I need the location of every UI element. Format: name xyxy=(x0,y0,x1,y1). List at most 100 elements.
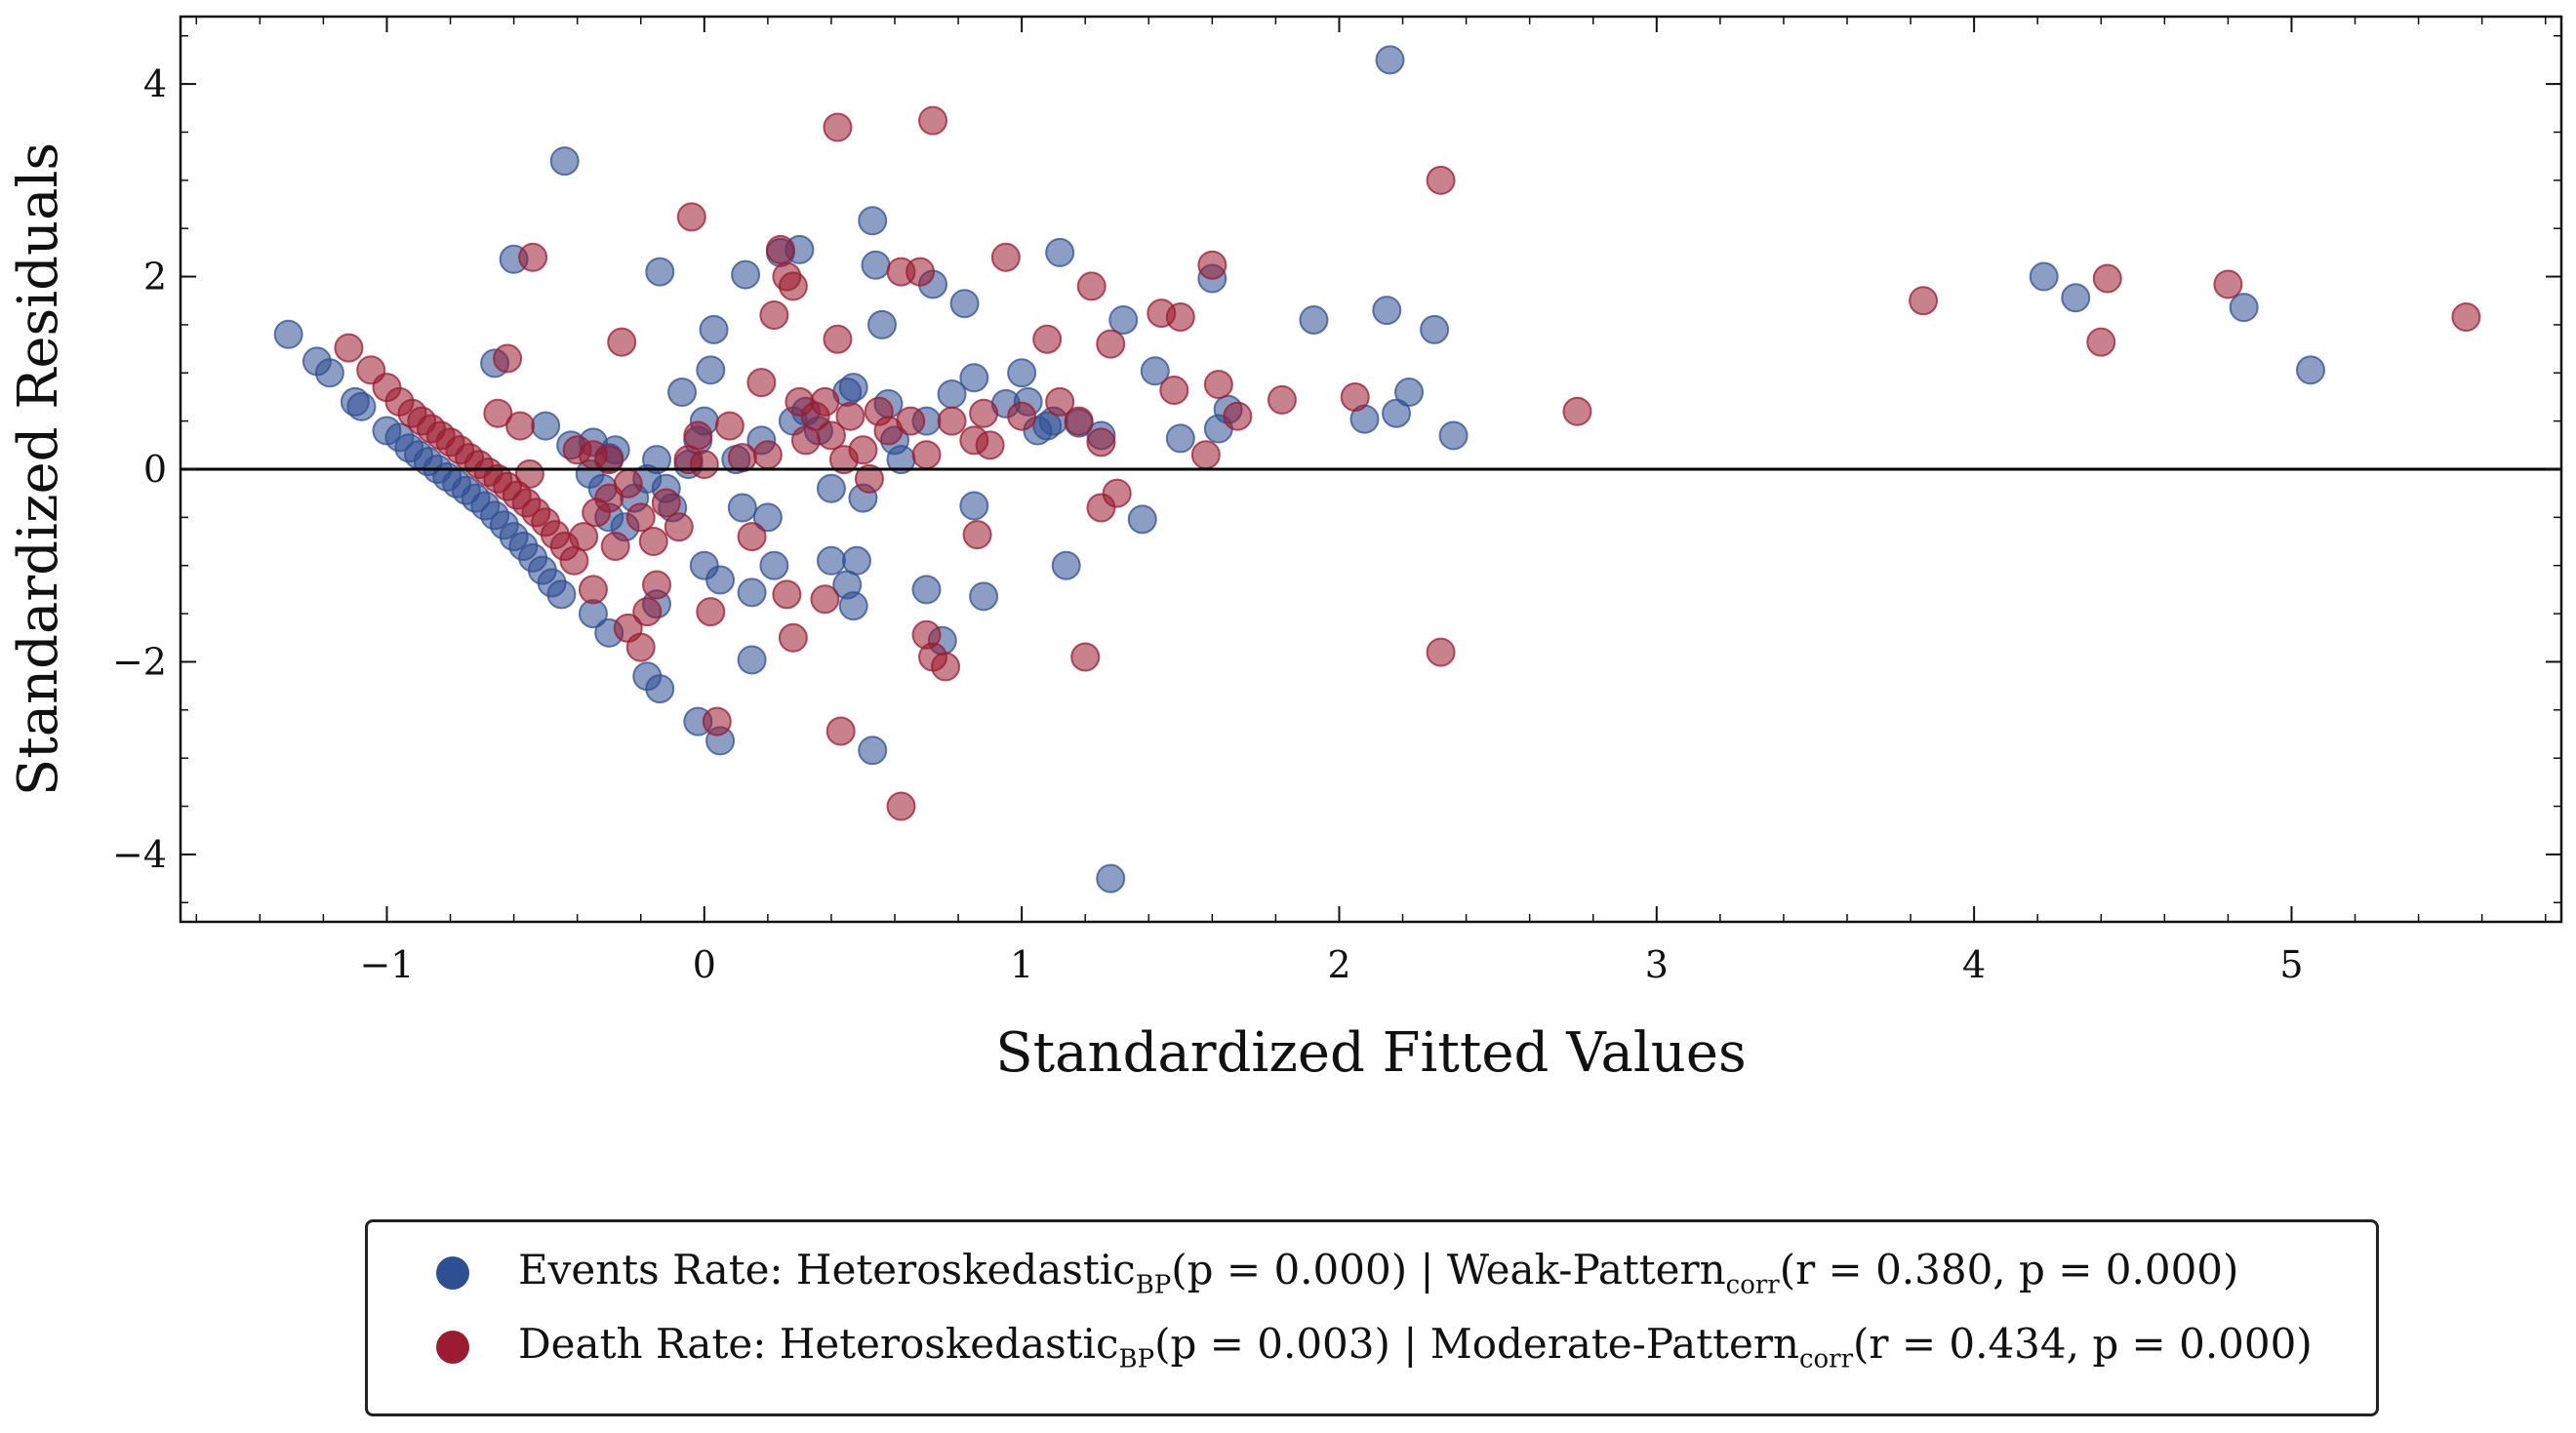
data-point xyxy=(1375,45,1405,75)
data-point xyxy=(969,581,999,612)
data-point xyxy=(2029,261,2059,292)
data-point xyxy=(962,520,992,550)
data-point xyxy=(816,473,846,503)
data-point xyxy=(906,257,936,287)
data-point xyxy=(569,522,599,552)
data-point xyxy=(848,435,878,465)
data-point xyxy=(696,355,726,385)
legend-label-events-rate: Events Rate: HeteroskedasticBP(p = 0.000… xyxy=(518,1246,2239,1300)
data-point xyxy=(2295,355,2325,385)
x-tick-label: 1 xyxy=(1010,943,1033,986)
data-point xyxy=(667,378,698,408)
data-point xyxy=(594,445,624,475)
data-point xyxy=(959,363,989,393)
data-point xyxy=(549,146,580,177)
data-point xyxy=(727,493,757,523)
data-point xyxy=(949,289,980,319)
data-point xyxy=(334,333,364,363)
y-tick-label: 0 xyxy=(143,448,167,491)
data-point xyxy=(727,443,757,473)
data-point xyxy=(2092,263,2122,294)
data-point xyxy=(1299,304,1329,335)
data-point xyxy=(483,398,513,428)
legend-marker-events-rate xyxy=(436,1256,469,1290)
data-point xyxy=(1096,863,1126,894)
data-point xyxy=(816,545,846,576)
data-point xyxy=(752,502,783,533)
data-point xyxy=(759,550,789,580)
data-point xyxy=(683,420,713,451)
data-point xyxy=(638,527,668,557)
data-point xyxy=(514,458,544,489)
data-point xyxy=(778,271,808,301)
data-point xyxy=(759,300,789,331)
legend-marker-death-rate xyxy=(436,1331,469,1364)
legend-item-death-rate: Death Rate: HeteroskedasticBP(p = 0.003)… xyxy=(436,1308,2313,1386)
points-layer xyxy=(273,45,2481,894)
data-point xyxy=(676,202,706,232)
data-point xyxy=(1064,406,1094,436)
data-point xyxy=(645,257,675,287)
data-point xyxy=(578,575,608,605)
data-point xyxy=(493,343,523,374)
y-axis-title: Standardized Residuals xyxy=(7,142,70,796)
x-tick-label: 0 xyxy=(693,943,716,986)
data-point xyxy=(1197,250,1228,280)
data-point xyxy=(1070,642,1101,672)
data-point xyxy=(2086,327,2116,357)
x-tick-label: 5 xyxy=(2279,943,2303,986)
data-point xyxy=(600,531,630,561)
data-point xyxy=(651,488,681,518)
data-point xyxy=(531,411,561,441)
data-point xyxy=(931,652,961,682)
data-point xyxy=(1108,304,1139,335)
data-point xyxy=(810,386,840,417)
data-point xyxy=(2061,283,2091,313)
data-point xyxy=(2229,293,2259,323)
data-point xyxy=(835,401,865,431)
data-point xyxy=(645,674,675,704)
x-tick-label: 2 xyxy=(1327,943,1350,986)
data-point xyxy=(823,324,853,354)
data-point xyxy=(1007,401,1037,431)
legend-item-events-rate: Events Rate: HeteroskedasticBP(p = 0.000… xyxy=(436,1234,2238,1312)
data-point xyxy=(1165,423,1195,454)
data-point xyxy=(2213,269,2243,299)
data-point xyxy=(918,105,948,136)
data-point xyxy=(1394,378,1425,408)
data-point xyxy=(765,234,795,264)
data-point xyxy=(816,420,846,451)
data-point xyxy=(737,645,767,675)
data-point xyxy=(1190,440,1221,470)
data-point xyxy=(1086,427,1116,458)
data-point xyxy=(911,440,942,470)
data-point xyxy=(696,597,726,627)
data-point xyxy=(838,373,868,403)
data-point xyxy=(1223,401,1253,431)
data-point xyxy=(714,411,745,441)
data-point xyxy=(546,579,577,610)
data-point xyxy=(1420,314,1450,344)
data-point xyxy=(1562,396,1592,426)
data-point xyxy=(689,450,719,480)
data-point xyxy=(937,406,967,436)
data-point xyxy=(959,491,989,521)
data-point xyxy=(625,502,656,533)
y-tick-label: 4 xyxy=(143,62,167,105)
legend: Events Rate: HeteroskedasticBP(p = 0.000… xyxy=(365,1219,2379,1416)
data-point xyxy=(911,575,942,605)
data-point xyxy=(737,577,767,608)
data-point xyxy=(752,440,783,470)
data-point xyxy=(1438,420,1469,451)
data-point xyxy=(1007,358,1037,388)
data-point xyxy=(642,445,671,475)
x-tick-label: 4 xyxy=(1962,943,1986,986)
data-point xyxy=(854,463,884,494)
data-point xyxy=(1140,356,1170,386)
data-point xyxy=(1165,302,1195,333)
data-point xyxy=(772,579,802,610)
data-point xyxy=(861,250,891,280)
data-point xyxy=(975,430,1005,460)
data-point xyxy=(702,706,732,736)
data-point xyxy=(699,314,729,344)
